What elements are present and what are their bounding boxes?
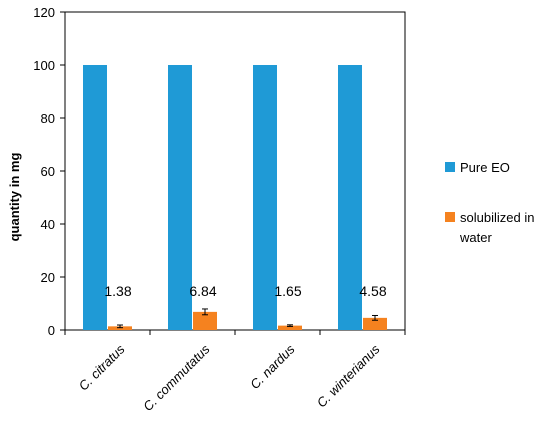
data-label: 1.65 (274, 283, 301, 299)
plot-area: 0 20 40 60 80 100 120 1.38 C. citratus 6.84 C. com… (33, 5, 406, 414)
y-tick-label: 40 (41, 217, 55, 232)
bar-solubilized (363, 317, 387, 330)
data-label: 1.38 (104, 283, 131, 299)
data-label: 6.84 (189, 283, 216, 299)
category-label: C. commutatus (140, 341, 213, 414)
legend: Pure EO solubilized in water (445, 160, 534, 245)
bar-pure-eo (83, 65, 107, 330)
category-label: C. nardus (247, 341, 298, 392)
legend-label-solubilized: solubilized in water (459, 210, 534, 245)
category-label: C. citratus (76, 341, 128, 393)
y-tick-label: 80 (41, 111, 55, 126)
bar-pure-eo (253, 65, 277, 330)
data-label: 4.58 (359, 283, 386, 299)
legend-label-pure-eo: Pure EO (460, 160, 510, 175)
y-tick-label: 20 (41, 270, 55, 285)
bar-solubilized (108, 326, 132, 330)
y-tick-label: 0 (48, 323, 55, 338)
bar-solubilized (278, 325, 302, 330)
y-axis-label: quantity in mg (7, 153, 22, 242)
category-label: C. winterianus (314, 341, 383, 410)
legend-swatch-solubilized (445, 212, 455, 222)
bar-solubilized (193, 311, 217, 330)
legend-swatch-pure-eo (445, 162, 455, 172)
bar-pure-eo (168, 65, 192, 330)
y-tick-label: 60 (41, 164, 55, 179)
y-tick-label: 120 (33, 5, 55, 20)
bar-pure-eo (338, 65, 362, 330)
y-tick-label: 100 (33, 58, 55, 73)
